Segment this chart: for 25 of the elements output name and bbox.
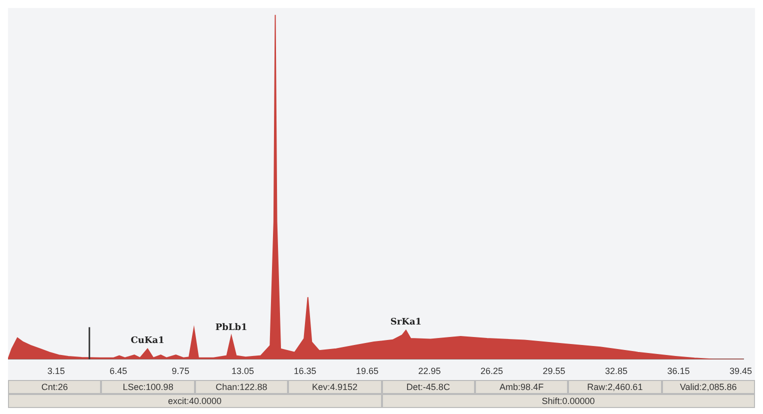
x-tick-label: 3.15	[47, 366, 65, 376]
text: Kev:4.9152	[288, 380, 382, 394]
x-tick-label: 29.55	[542, 366, 566, 376]
x-tick-label: 36.15	[667, 366, 690, 376]
text: excit:40.0000	[8, 394, 382, 408]
text: Det:-45.8C	[382, 380, 475, 394]
x-tick-label: 16.35	[294, 366, 316, 376]
x-tick-label: 6.45	[110, 366, 128, 376]
x-tick-label: 13.05	[232, 366, 254, 376]
text: Valid:2,085.86	[662, 380, 755, 394]
annotation: CuKa1	[130, 336, 164, 346]
x-tick-label: 32.85	[604, 366, 628, 376]
x-tick-label: 39.45	[729, 366, 752, 376]
x-tick-label: 26.25	[480, 366, 504, 376]
x-tick-label: 22.95	[418, 366, 441, 376]
text: LSec:100.98	[101, 380, 195, 394]
text: Cnt:26	[8, 380, 102, 394]
text: Shift:0.00000	[382, 394, 755, 408]
annotation: SrKa1	[390, 317, 422, 328]
text: Amb:98.4F	[474, 380, 568, 394]
text: Raw:2,460.61	[568, 380, 662, 394]
annotation: PbLb1	[215, 322, 248, 333]
x-tick-label: 19.65	[356, 366, 379, 376]
x-tick-label: 9.75	[172, 366, 190, 376]
text: Chan:122.88	[194, 380, 288, 394]
